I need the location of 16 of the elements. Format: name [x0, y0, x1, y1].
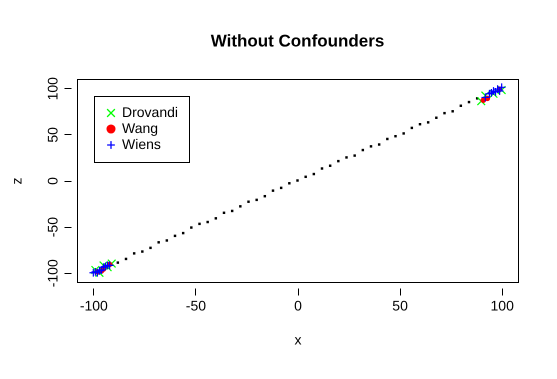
- legend-label: Drovandi: [122, 104, 178, 120]
- chart-title: Without Confounders: [210, 32, 384, 51]
- legend-label: Wang: [122, 120, 158, 136]
- y-tick-label: 0: [44, 176, 60, 185]
- y-tick-label: -100: [44, 259, 60, 288]
- x-tick-label: -50: [186, 298, 206, 314]
- y-axis-title: z: [8, 178, 24, 184]
- x-axis-title: x: [294, 332, 302, 348]
- x-tick-label: 50: [392, 298, 408, 314]
- y-tick-label: 100: [44, 76, 60, 100]
- x-tick-label: 0: [294, 298, 302, 314]
- x-tick-label: -100: [80, 298, 108, 314]
- x-tick-label: 100: [490, 298, 514, 314]
- y-tick-label: 50: [44, 126, 60, 143]
- legend-label: Wiens: [122, 136, 161, 152]
- y-tick-label: -50: [44, 216, 60, 238]
